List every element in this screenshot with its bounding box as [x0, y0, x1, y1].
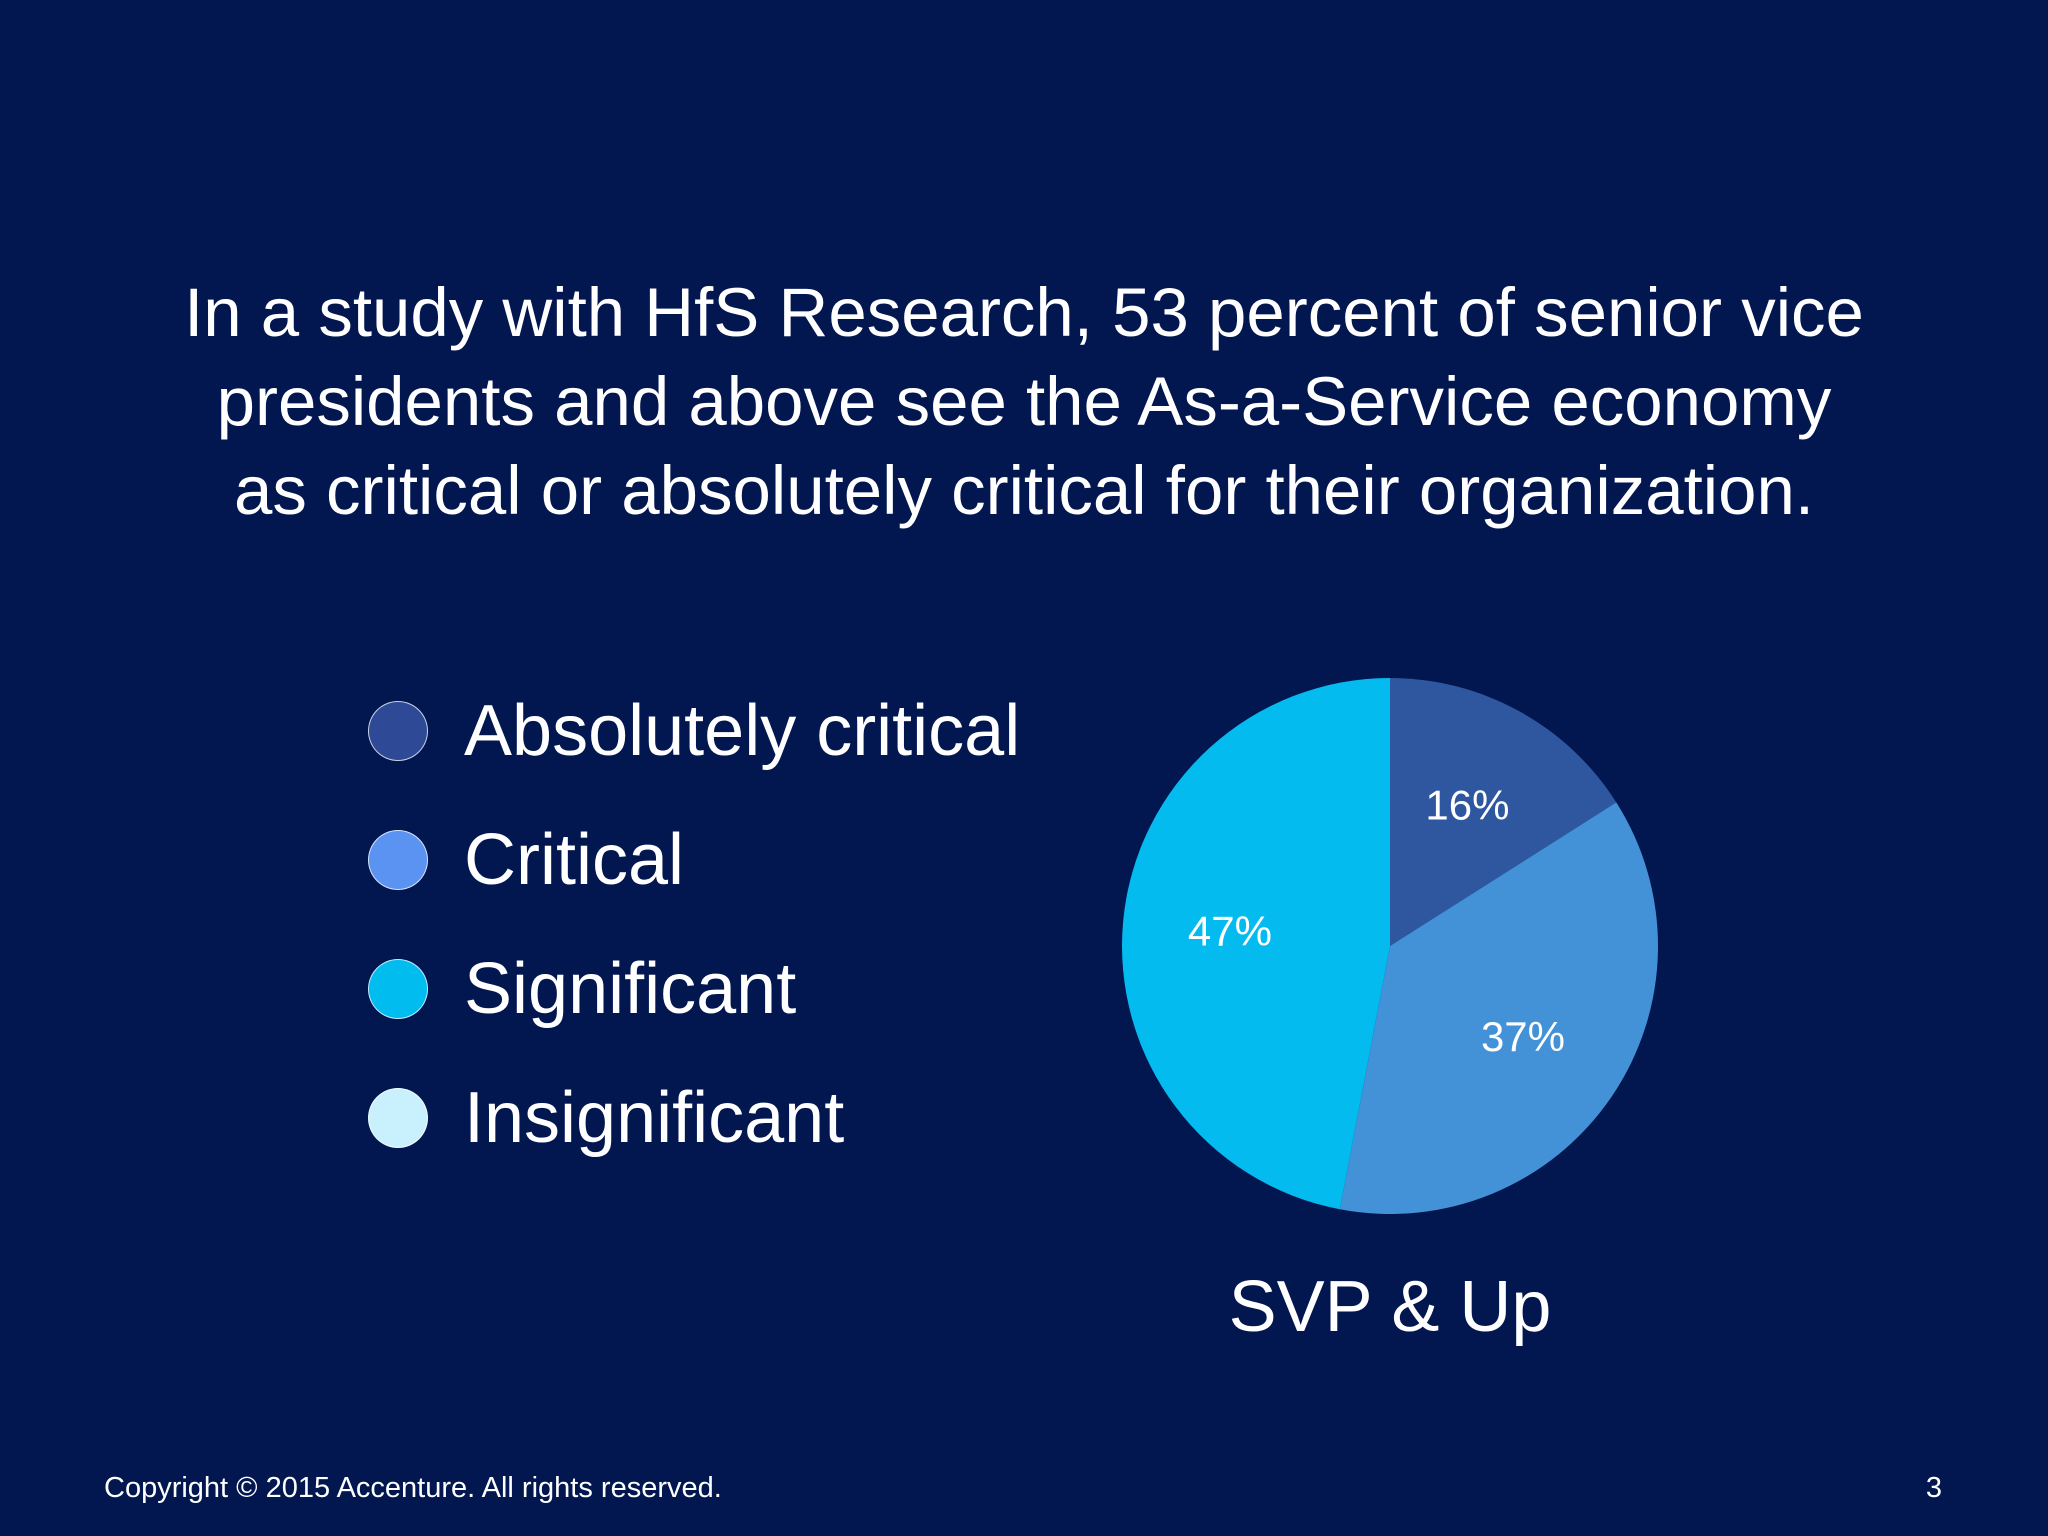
- legend-item-significant: Significant: [368, 942, 1088, 1071]
- legend-swatch: [368, 1088, 428, 1148]
- headline-line: presidents and above see the As-a-Servic…: [216, 363, 1832, 440]
- pie-slice-label: 47%: [1188, 907, 1272, 954]
- headline-line: In a study with HfS Research, 53 percent…: [184, 274, 1864, 351]
- legend-label: Significant: [464, 949, 797, 1029]
- legend-item-absolutely-critical: Absolutely critical: [368, 684, 1088, 813]
- legend-label: Critical: [464, 820, 685, 900]
- legend-label: Insignificant: [464, 1078, 845, 1158]
- legend-item-insignificant: Insignificant: [368, 1071, 1088, 1200]
- legend-item-critical: Critical: [368, 813, 1088, 942]
- legend-swatch: [368, 701, 428, 761]
- chart-title: SVP & Up: [1228, 1267, 1552, 1347]
- legend-label: Absolutely critical: [464, 691, 1021, 771]
- legend-swatch: [368, 830, 428, 890]
- pie-slice-critical: [1339, 802, 1658, 1214]
- pie-slice-label: 37%: [1481, 1013, 1565, 1060]
- pie-chart: 16% 37% 47%: [1120, 676, 1660, 1216]
- pie-slice-absolutely-critical: [1390, 678, 1617, 946]
- page-number: 3: [1925, 1472, 1942, 1504]
- pie-slice-significant: [1122, 678, 1390, 1210]
- headline-line: as critical or absolutely critical for t…: [234, 452, 1814, 529]
- chart-legend: Absolutely critical Critical Significant…: [368, 684, 1088, 1200]
- footer-copyright: Copyright © 2015 Accenture. All rights r…: [104, 1472, 722, 1504]
- pie-slice-label: 16%: [1425, 782, 1509, 829]
- legend-swatch: [368, 959, 428, 1019]
- headline: In a study with HfS Research, 53 percent…: [60, 268, 1988, 535]
- pie-chart-svg: 16% 37% 47%: [1122, 678, 1658, 1214]
